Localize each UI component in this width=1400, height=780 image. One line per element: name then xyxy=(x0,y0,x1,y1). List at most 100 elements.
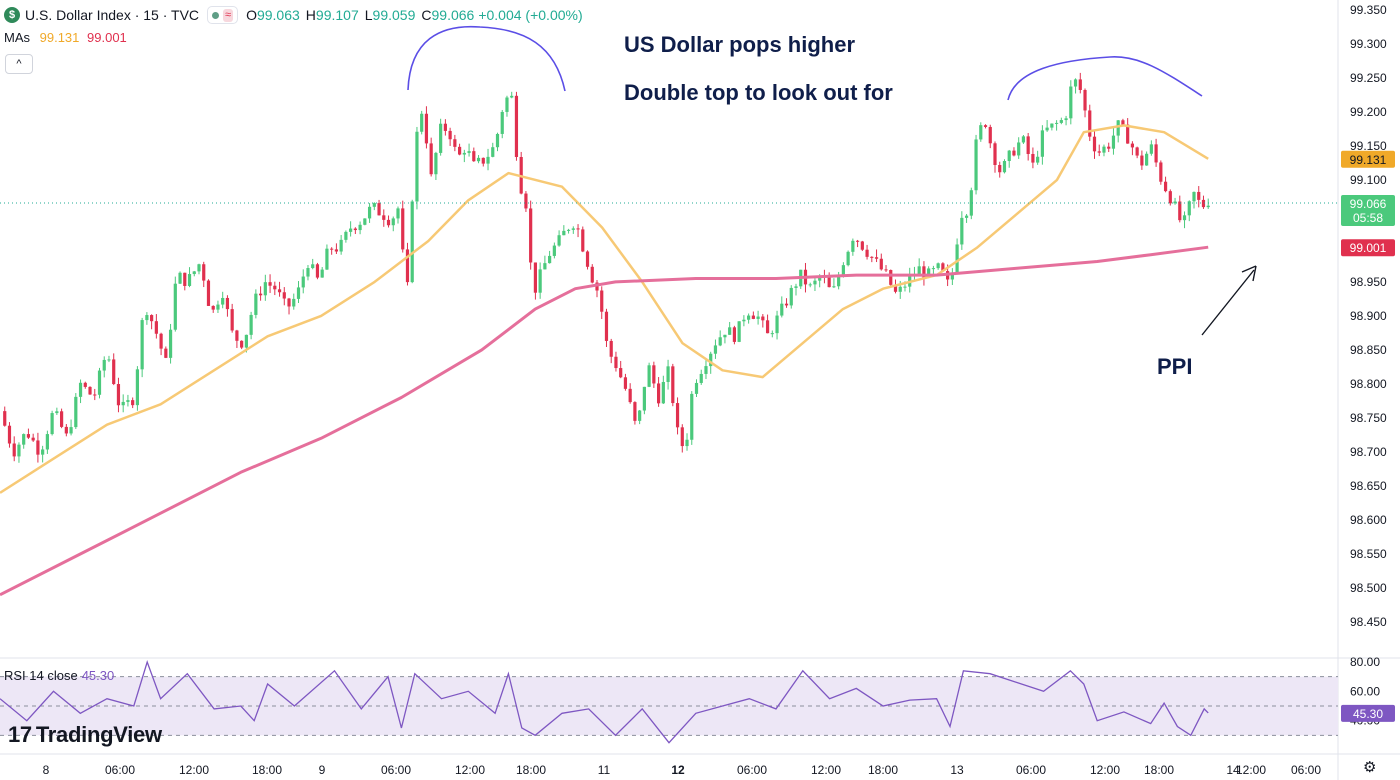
candle-body xyxy=(424,113,429,144)
candle-body xyxy=(590,266,594,283)
candle-body xyxy=(372,203,376,207)
tradingview-wordmark: TradingView xyxy=(35,722,162,747)
candle-body xyxy=(685,439,689,447)
candle-body xyxy=(17,444,21,457)
candle-body xyxy=(1007,150,1011,162)
candle-body xyxy=(22,434,26,445)
candle-body xyxy=(642,386,646,411)
candle-body xyxy=(898,286,902,292)
candle-body xyxy=(145,315,149,321)
candle-body xyxy=(500,111,504,134)
settings-gear-icon[interactable]: ⚙ xyxy=(1363,759,1377,776)
candle-body xyxy=(747,315,751,320)
market-status-pill[interactable]: ≈ xyxy=(207,6,239,24)
symbol-title[interactable]: U.S. Dollar Index · 15 · TVC xyxy=(25,7,200,23)
candle-body xyxy=(1140,155,1144,166)
candle-body xyxy=(808,284,812,286)
price-tick-label: 98.850 xyxy=(1350,343,1387,357)
candle-body xyxy=(429,143,433,175)
candle-body xyxy=(268,282,272,286)
candle-body xyxy=(1126,124,1130,144)
price-tick-label: 98.900 xyxy=(1350,309,1387,323)
price-tick-label: 99.300 xyxy=(1350,37,1387,51)
candle-body xyxy=(221,297,225,305)
candle-body xyxy=(889,270,893,285)
candle-body xyxy=(780,303,784,316)
candle-body xyxy=(121,401,125,406)
candle-body xyxy=(936,263,940,269)
candle-body xyxy=(1078,79,1082,90)
candle-body xyxy=(112,359,116,385)
rsi-legend[interactable]: RSI 14 close 45.30 xyxy=(4,668,114,683)
candle-body xyxy=(150,315,154,322)
candle-body xyxy=(761,316,765,321)
candle-body xyxy=(656,383,661,404)
candle-body xyxy=(131,400,135,406)
time-tick-label: 18:00 xyxy=(1144,763,1174,777)
time-tick-label: 18:00 xyxy=(868,763,898,777)
moving-averages-legend[interactable]: MAs 99.131 99.001 xyxy=(4,30,127,45)
candle-body xyxy=(619,368,623,378)
candle-body xyxy=(273,285,277,290)
candle-body xyxy=(1111,135,1116,149)
candle-body xyxy=(211,305,215,310)
time-tick-label: 12:00 xyxy=(179,763,209,777)
candle-body xyxy=(666,366,670,382)
time-tick-label: 12 xyxy=(671,763,685,777)
candle-body xyxy=(197,264,201,272)
candle-body xyxy=(510,95,514,98)
candle-body xyxy=(135,369,140,406)
candle-body xyxy=(1036,156,1040,163)
candle-body xyxy=(1178,201,1182,221)
candle-body xyxy=(581,229,585,252)
candle-body xyxy=(514,95,519,158)
candle-body xyxy=(363,218,367,225)
tradingview-logo[interactable]: 17 TradingView xyxy=(8,722,162,748)
candle-body xyxy=(88,386,92,395)
candle-body xyxy=(1040,130,1044,157)
time-tick-label: 14 xyxy=(1226,763,1240,777)
tradingview-mark-icon: 17 xyxy=(8,722,32,747)
candle-body xyxy=(756,316,760,319)
collapse-legend-button[interactable]: ^ xyxy=(5,54,33,74)
candle-body xyxy=(837,275,841,287)
low-value: 99.059 xyxy=(372,7,416,23)
candle-body xyxy=(1002,161,1007,173)
data-stream-icon: ≈ xyxy=(223,8,234,22)
candle-body xyxy=(1054,122,1059,124)
candle-body xyxy=(249,314,253,335)
candle-body xyxy=(325,248,329,270)
candle-body xyxy=(998,165,1002,173)
candle-body xyxy=(576,228,580,230)
candle-body xyxy=(1130,143,1135,148)
price-tick-label: 99.100 xyxy=(1350,173,1387,187)
candle-body xyxy=(83,382,87,387)
mas-label: MAs xyxy=(4,30,30,45)
candle-body xyxy=(893,284,898,292)
current-price-badge: 99.066 xyxy=(1350,197,1387,211)
candle-body xyxy=(59,411,64,427)
candle-body xyxy=(467,151,471,153)
candle-body xyxy=(713,345,718,354)
ma200-line xyxy=(0,245,1209,597)
low-label: L xyxy=(364,7,373,23)
candle-body xyxy=(751,315,755,319)
candle-body xyxy=(723,334,727,338)
candle-body xyxy=(64,426,68,434)
candle-body xyxy=(1192,191,1196,202)
candle-body xyxy=(865,249,869,257)
candle-body xyxy=(164,348,168,358)
time-tick-label: 18:00 xyxy=(252,763,282,777)
candle-body xyxy=(950,272,954,280)
ma200-price-badge: 99.001 xyxy=(1350,241,1387,255)
candle-body xyxy=(855,240,860,242)
candle-body xyxy=(566,229,571,231)
candle-body xyxy=(258,293,263,296)
candle-body xyxy=(1173,201,1177,204)
candle-body xyxy=(45,434,49,450)
candle-body xyxy=(434,152,438,175)
candle-body xyxy=(315,264,320,278)
candle-body xyxy=(870,256,874,258)
time-tick-label: 13 xyxy=(950,763,964,777)
